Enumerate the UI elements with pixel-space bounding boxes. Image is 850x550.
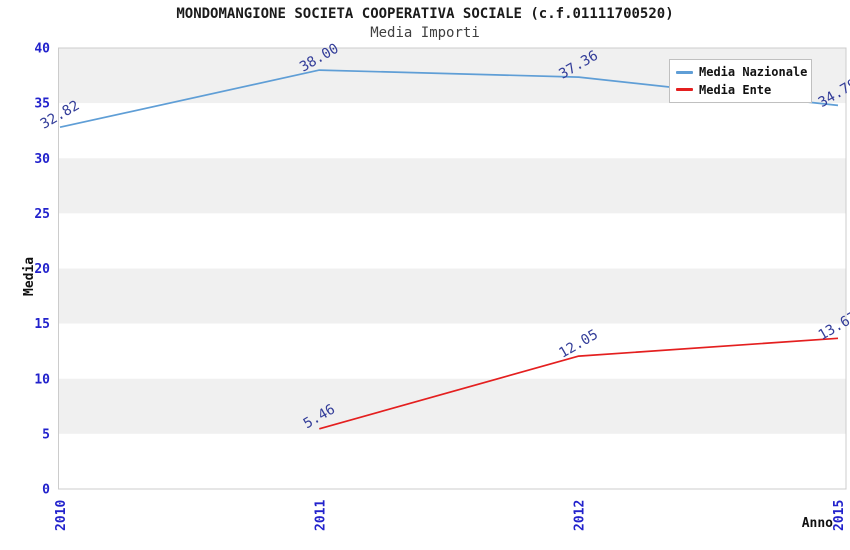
- plot-band: [58, 103, 846, 159]
- chart-title: MONDOMANGIONE SOCIETA COOPERATIVA SOCIAL…: [176, 6, 674, 22]
- y-tick-label: 5: [42, 427, 50, 442]
- legend-label-nazionale: Media Nazionale: [699, 65, 808, 80]
- plot-band: [58, 433, 846, 489]
- y-tick-label: 40: [34, 42, 50, 57]
- y-tick-label: 10: [34, 372, 50, 387]
- y-tick-label: 35: [34, 97, 50, 112]
- y-tick-label: 30: [34, 152, 50, 167]
- legend-item-media-nazionale: Media Nazionale: [676, 65, 811, 79]
- y-tick-label: 15: [34, 317, 50, 332]
- legend-label-ente: Media Ente: [699, 82, 772, 97]
- plot-band: [58, 323, 846, 379]
- y-tick-label: 0: [42, 483, 50, 498]
- legend-line-swatch-ente: [676, 88, 693, 92]
- x-axis-title: Anno: [802, 516, 833, 531]
- plot-band: [58, 158, 846, 214]
- plot-band: [58, 378, 846, 434]
- y-tick-label: 25: [34, 207, 50, 222]
- y-tick-label: 20: [34, 262, 50, 277]
- legend: Media Nazionale Media Ente: [669, 59, 812, 103]
- x-tick-label: 2015: [832, 500, 847, 531]
- y-axis-title: Media: [22, 257, 37, 296]
- plot-border: [58, 47, 847, 490]
- series-line-media-ente: [319, 337, 839, 430]
- legend-item-media-ente: Media Ente: [676, 83, 811, 97]
- chart-subtitle: Media Importi: [370, 25, 480, 41]
- x-tick-label: 2012: [573, 500, 588, 531]
- plot-band: [58, 213, 846, 269]
- x-tick-label: 2010: [54, 500, 69, 531]
- legend-line-swatch-nazionale: [676, 70, 693, 74]
- x-tick-label: 2011: [313, 500, 328, 531]
- plot-band: [58, 268, 846, 324]
